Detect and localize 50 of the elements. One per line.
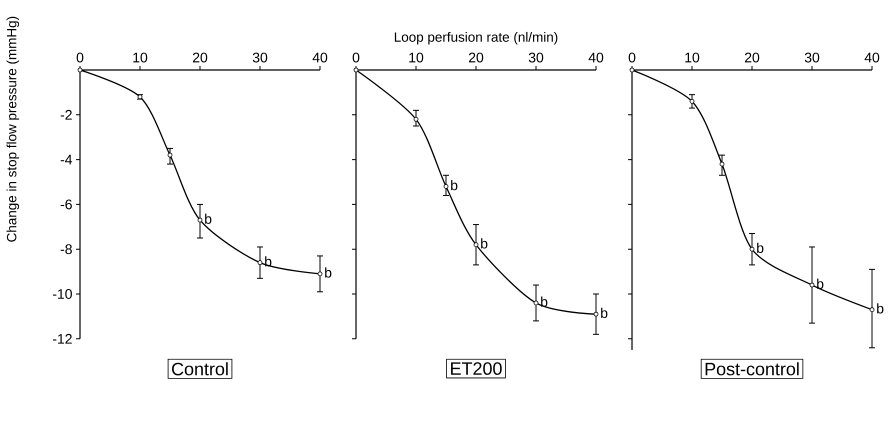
x-tick-label: 0 xyxy=(352,52,360,62)
x-tick-label: 20 xyxy=(192,52,208,62)
x-tick-label: 40 xyxy=(864,52,880,62)
point xyxy=(810,282,814,288)
x-tick-label: 0 xyxy=(76,52,84,62)
x-tick-label: 40 xyxy=(312,52,328,62)
x-tick-label: 40 xyxy=(588,52,604,62)
y-axis-title: Change in stop flow pressure (mmHg) xyxy=(6,16,20,242)
point xyxy=(720,162,724,166)
point xyxy=(354,68,358,72)
x-tick-label: 10 xyxy=(685,52,700,62)
point xyxy=(318,271,322,276)
annotation: b xyxy=(325,267,332,278)
y-tick-label: -12 xyxy=(52,334,72,344)
point xyxy=(750,246,754,252)
x-tick-label: 20 xyxy=(468,52,484,62)
x-tick-label: 30 xyxy=(252,52,268,62)
point xyxy=(870,307,874,312)
point xyxy=(168,152,172,158)
point xyxy=(258,260,262,266)
annotation: b xyxy=(205,214,212,224)
point xyxy=(198,218,202,222)
text: Control xyxy=(172,362,228,376)
x-tick-label: 10 xyxy=(409,52,424,62)
y-tick-label: -2 xyxy=(60,110,72,120)
point xyxy=(534,300,538,306)
x-tick-label: 30 xyxy=(804,52,820,62)
point xyxy=(78,68,82,72)
y-tick-label: -6 xyxy=(60,199,72,210)
x-axis-title: Loop perfusion rate (nl/min) xyxy=(394,32,558,44)
point xyxy=(630,68,634,72)
text: Post-control xyxy=(706,362,799,376)
point xyxy=(474,242,478,248)
y-tick-label: -8 xyxy=(60,244,72,254)
x-tick-label: 0 xyxy=(628,52,636,62)
text: ET200 xyxy=(451,362,502,375)
annotation: b xyxy=(757,242,764,254)
point xyxy=(414,116,418,122)
y-tick-label: -10 xyxy=(52,289,72,299)
y-tick-label: -4 xyxy=(60,154,72,164)
x-tick-label: 10 xyxy=(133,52,148,62)
point xyxy=(444,184,448,189)
annotation: b xyxy=(601,308,608,318)
point xyxy=(690,98,694,104)
point xyxy=(594,312,598,317)
x-tick-label: 20 xyxy=(744,52,760,62)
annotation: b xyxy=(481,238,488,249)
x-tick-label: 30 xyxy=(528,52,544,62)
annotation: b xyxy=(451,180,458,190)
annotation: b xyxy=(877,303,884,314)
